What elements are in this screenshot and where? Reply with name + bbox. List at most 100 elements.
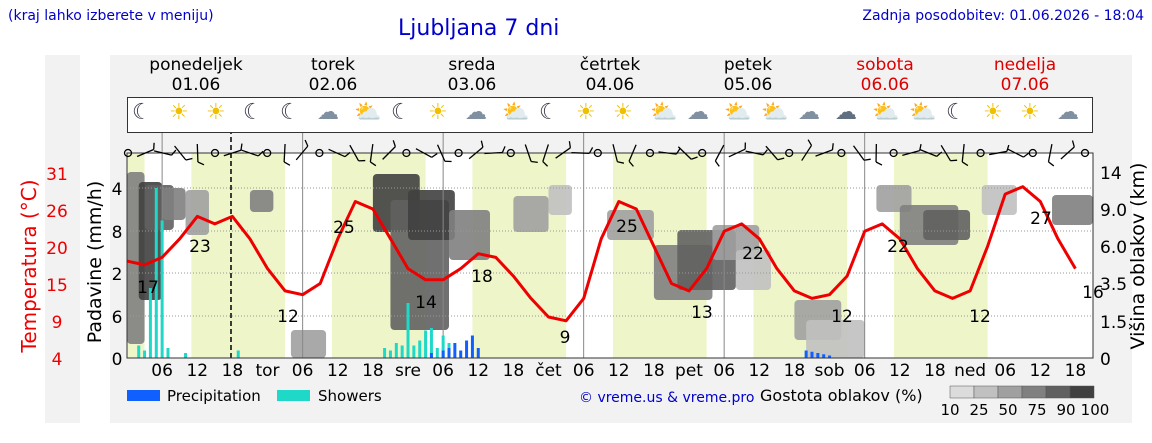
moon-fog-icon: ☾	[539, 100, 559, 125]
wind-barb-feather	[542, 161, 549, 167]
fog-cloud-icon: ☁	[687, 100, 709, 125]
x-tick-label: pet	[675, 361, 703, 381]
wind-barb-feather	[875, 161, 883, 166]
wind-barb-feather	[501, 146, 506, 153]
wind-barb-shaft	[555, 147, 571, 159]
x-tick-label: 18	[784, 361, 806, 381]
cloud-density-layer	[127, 172, 1093, 358]
wind-barb	[241, 149, 264, 157]
density-tick: 90	[1056, 401, 1075, 419]
precipitation-bar	[804, 350, 808, 358]
temperature-label: 12	[969, 307, 991, 327]
day-date: 07.06	[1001, 75, 1050, 95]
cloud-density-cell	[607, 210, 654, 240]
wind-barb-feather	[392, 140, 396, 147]
wind-barb	[283, 143, 291, 166]
weather-icon-strip: ☾ ☀ ☀ ☾ ☾ ☁ ⛅ ☾ ☀ ☁ ⛅ ☾ ☀ ☀ ⛅ ☁ ⛅ ⛅ ☁ ☁ ⛅ ⛅ ☾ ☀ ☀ ☁	[127, 97, 1093, 133]
shower-bar	[429, 328, 433, 358]
x-tick-label: ned	[954, 361, 986, 381]
wind-barb	[902, 143, 922, 156]
moon-lightning-icon: ☾	[391, 100, 411, 125]
cloud-height-tick: 3.5	[1100, 275, 1127, 295]
moon-cloud-icon: ☾	[243, 100, 263, 125]
wind-barb-feather	[1071, 140, 1075, 148]
wind-barb-feather	[171, 149, 177, 156]
cloud-height-tick: 14	[1100, 164, 1122, 184]
last-updated: Zadnja posodobitev: 01.06.2026 - 18:04	[862, 8, 1144, 24]
temperature-tick: 26	[46, 202, 68, 222]
shower-bar	[184, 353, 188, 358]
density-tick: 100	[1081, 401, 1110, 419]
x-tick-label: 12	[608, 361, 630, 381]
x-tick-label: sre	[395, 361, 421, 381]
precipitation-tick: 0	[112, 350, 123, 370]
wind-barb-feather	[617, 161, 625, 164]
cloud-density-cell	[1052, 195, 1093, 225]
wind-barb	[542, 144, 549, 167]
wind-barb-shaft	[745, 150, 764, 156]
density-swatch	[973, 385, 999, 399]
wind-barb-feather	[675, 148, 681, 155]
wind-barb-feather	[240, 143, 243, 151]
shower-bar	[154, 188, 158, 358]
sun-lightning-icon: ☀	[428, 100, 448, 125]
calm-wind-symbol	[315, 148, 324, 158]
cloud-density-cell	[249, 190, 274, 212]
x-tick-label: 12	[748, 361, 770, 381]
wind-barb-feather	[344, 151, 351, 158]
precipitation-bars	[137, 188, 832, 358]
precipitation-tick: 2	[112, 265, 123, 285]
sun-cloud-icon: ⛅	[724, 100, 752, 125]
calm-wind-symbol	[698, 148, 707, 158]
x-tick-label: 18	[362, 361, 384, 381]
calm-wind-symbol	[785, 148, 794, 158]
shower-bar	[166, 348, 170, 358]
wind-barb-shaft	[815, 149, 833, 157]
wind-barb-shaft	[153, 150, 172, 156]
wind-barb-shaft	[919, 149, 937, 157]
grid-layer	[127, 97, 1093, 358]
wind-barb-feather	[831, 143, 834, 150]
temperature-tick: 4	[52, 350, 63, 370]
density-tick: 10	[940, 401, 959, 419]
precipitation-tick: 6	[112, 308, 123, 328]
temperature-label: 13	[691, 303, 713, 323]
wind-barb	[745, 149, 768, 156]
sun-cloud-icon: ⛅	[909, 100, 937, 125]
x-tick-label: 18	[222, 361, 244, 381]
wind-barb	[524, 144, 538, 164]
wind-barb	[328, 148, 351, 158]
day-name: petek	[724, 55, 772, 75]
precipitation-bar	[828, 355, 832, 358]
rain-cloud-icon: ☁	[835, 100, 857, 125]
wind-barb-shaft	[328, 148, 346, 158]
wind-barb-feather	[531, 160, 538, 164]
wind-barb-shaft	[468, 146, 484, 160]
wind-barb	[961, 143, 969, 167]
legend: Precipitation Showers © vreme.us & vreme.p…	[127, 385, 1110, 419]
sun-icon: ☀	[983, 100, 1003, 125]
cloud-density-legend-title: Gostota oblakov (%)	[760, 386, 923, 405]
wind-barb-shaft	[961, 143, 965, 163]
shower-bar	[160, 220, 164, 358]
precipitation-swatch	[127, 390, 160, 401]
wind-barb-feather	[762, 149, 768, 156]
wind-barb	[677, 146, 698, 160]
wind-barb	[1007, 148, 1030, 158]
cloud-density-cell	[923, 210, 971, 240]
calm-wind-symbol	[593, 148, 602, 158]
wind-barb-shaft	[349, 144, 360, 162]
precipitation-bar	[816, 353, 820, 358]
day-name: sreda	[448, 55, 495, 75]
cloud-density-cell	[408, 190, 455, 240]
wind-barb	[875, 143, 883, 166]
x-tick-label: 06	[854, 361, 876, 381]
wind-barb-feather	[1023, 152, 1030, 158]
wind-barb	[658, 148, 681, 155]
temperature-label: 22	[887, 237, 909, 257]
x-tick-label: čet	[535, 361, 562, 381]
wind-barb-shaft	[989, 150, 1007, 156]
moon-fog-icon: ☾	[946, 100, 966, 125]
